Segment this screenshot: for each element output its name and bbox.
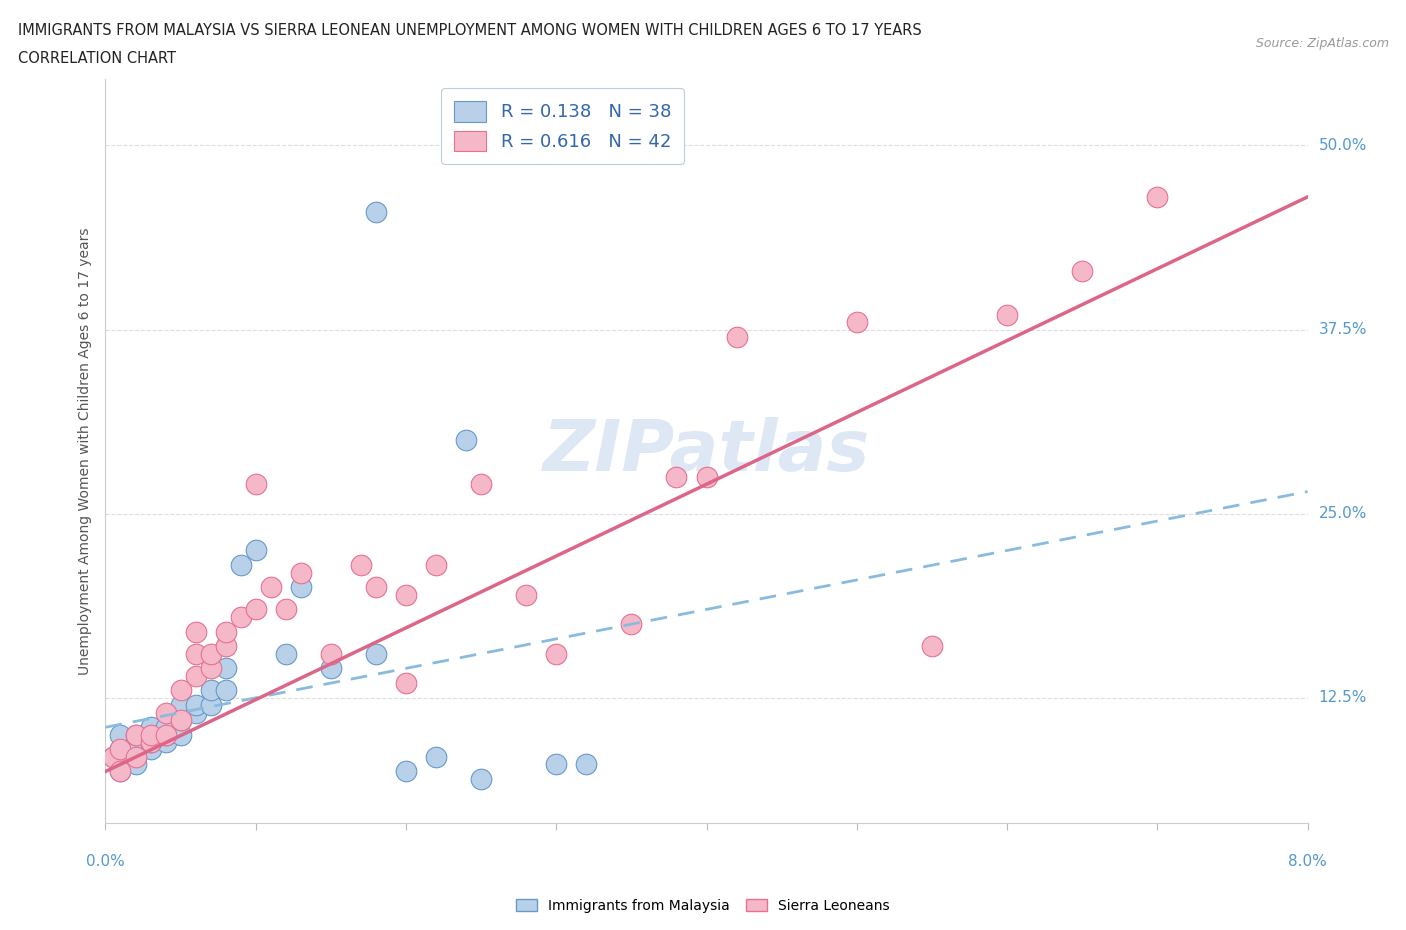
- Point: [184, 669, 207, 684]
- Point: [364, 646, 387, 661]
- Point: [575, 757, 598, 772]
- Text: 12.5%: 12.5%: [1319, 690, 1367, 705]
- Point: [845, 314, 868, 329]
- Point: [169, 727, 191, 742]
- Point: [139, 720, 162, 735]
- Point: [124, 750, 146, 764]
- Point: [245, 477, 267, 492]
- Point: [229, 558, 252, 573]
- Point: [124, 757, 146, 772]
- Point: [200, 646, 222, 661]
- Point: [290, 565, 312, 580]
- Point: [515, 587, 537, 602]
- Point: [124, 727, 146, 742]
- Point: [200, 698, 222, 712]
- Point: [184, 646, 207, 661]
- Point: [319, 646, 342, 661]
- Point: [110, 764, 132, 779]
- Text: 8.0%: 8.0%: [1288, 854, 1327, 869]
- Point: [425, 750, 447, 764]
- Point: [139, 727, 162, 742]
- Point: [184, 705, 207, 720]
- Point: [229, 609, 252, 624]
- Point: [124, 727, 146, 742]
- Point: [546, 757, 568, 772]
- Point: [665, 470, 688, 485]
- Point: [620, 617, 643, 631]
- Point: [200, 683, 222, 698]
- Point: [110, 742, 132, 757]
- Point: [169, 698, 191, 712]
- Point: [155, 735, 177, 750]
- Legend: R = 0.138   N = 38, R = 0.616   N = 42: R = 0.138 N = 38, R = 0.616 N = 42: [441, 88, 683, 164]
- Point: [139, 735, 162, 750]
- Point: [245, 602, 267, 617]
- Point: [454, 432, 477, 447]
- Text: 0.0%: 0.0%: [86, 854, 125, 869]
- Point: [995, 307, 1018, 322]
- Point: [1146, 190, 1168, 205]
- Point: [139, 742, 162, 757]
- Point: [364, 205, 387, 219]
- Text: 37.5%: 37.5%: [1319, 322, 1367, 337]
- Text: 25.0%: 25.0%: [1319, 506, 1367, 521]
- Point: [274, 646, 297, 661]
- Point: [155, 727, 177, 742]
- Point: [260, 580, 283, 595]
- Text: IMMIGRANTS FROM MALAYSIA VS SIERRA LEONEAN UNEMPLOYMENT AMONG WOMEN WITH CHILDRE: IMMIGRANTS FROM MALAYSIA VS SIERRA LEONE…: [18, 23, 922, 38]
- Point: [184, 698, 207, 712]
- Text: CORRELATION CHART: CORRELATION CHART: [18, 51, 176, 66]
- Point: [425, 558, 447, 573]
- Point: [184, 624, 207, 639]
- Point: [214, 683, 236, 698]
- Point: [155, 727, 177, 742]
- Point: [1071, 263, 1094, 278]
- Point: [169, 683, 191, 698]
- Y-axis label: Unemployment Among Women with Children Ages 6 to 17 years: Unemployment Among Women with Children A…: [79, 227, 93, 675]
- Point: [364, 580, 387, 595]
- Point: [395, 764, 418, 779]
- Point: [725, 329, 748, 344]
- Point: [139, 727, 162, 742]
- Point: [110, 727, 132, 742]
- Point: [921, 639, 943, 654]
- Point: [274, 602, 297, 617]
- Point: [214, 661, 236, 676]
- Legend: Immigrants from Malaysia, Sierra Leoneans: Immigrants from Malaysia, Sierra Leonean…: [510, 894, 896, 919]
- Point: [546, 646, 568, 661]
- Point: [124, 735, 146, 750]
- Point: [470, 477, 492, 492]
- Point: [169, 712, 191, 727]
- Point: [395, 676, 418, 691]
- Point: [155, 720, 177, 735]
- Point: [169, 712, 191, 727]
- Point: [110, 764, 132, 779]
- Text: 50.0%: 50.0%: [1319, 138, 1367, 153]
- Point: [110, 757, 132, 772]
- Point: [214, 639, 236, 654]
- Point: [290, 580, 312, 595]
- Point: [696, 470, 718, 485]
- Point: [101, 750, 124, 764]
- Point: [200, 661, 222, 676]
- Point: [245, 543, 267, 558]
- Text: ZIPatlas: ZIPatlas: [543, 417, 870, 485]
- Text: Source: ZipAtlas.com: Source: ZipAtlas.com: [1256, 37, 1389, 50]
- Point: [470, 771, 492, 786]
- Point: [110, 742, 132, 757]
- Point: [319, 661, 342, 676]
- Point: [124, 742, 146, 757]
- Point: [395, 587, 418, 602]
- Point: [101, 750, 124, 764]
- Point: [155, 705, 177, 720]
- Point: [139, 735, 162, 750]
- Point: [350, 558, 373, 573]
- Point: [214, 624, 236, 639]
